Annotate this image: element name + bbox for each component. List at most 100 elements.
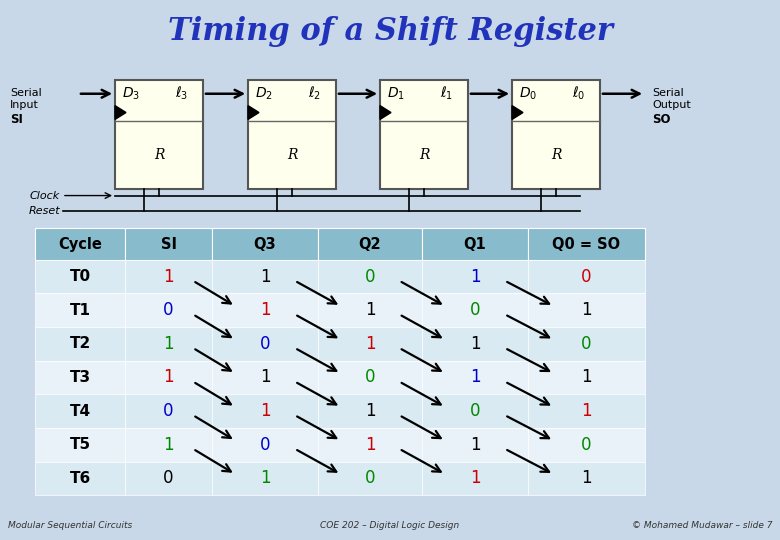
- FancyBboxPatch shape: [212, 361, 318, 394]
- Text: R: R: [154, 148, 165, 162]
- Text: $ℓ_3$: $ℓ_3$: [175, 85, 188, 103]
- Text: 1: 1: [365, 402, 375, 420]
- FancyBboxPatch shape: [318, 228, 422, 260]
- Text: 0: 0: [365, 469, 375, 487]
- Text: 1: 1: [163, 436, 174, 454]
- FancyBboxPatch shape: [422, 293, 528, 327]
- Text: 0: 0: [163, 469, 174, 487]
- FancyBboxPatch shape: [380, 80, 468, 188]
- FancyBboxPatch shape: [528, 428, 645, 462]
- Text: 1: 1: [163, 335, 174, 353]
- Text: Q1: Q1: [463, 237, 487, 252]
- FancyBboxPatch shape: [212, 428, 318, 462]
- Text: Q2: Q2: [359, 237, 381, 252]
- FancyBboxPatch shape: [318, 293, 422, 327]
- Text: Q3: Q3: [254, 237, 276, 252]
- Text: 1: 1: [581, 469, 592, 487]
- Text: 1: 1: [163, 268, 174, 286]
- FancyBboxPatch shape: [318, 394, 422, 428]
- Text: 1: 1: [260, 368, 271, 387]
- FancyBboxPatch shape: [318, 428, 422, 462]
- FancyBboxPatch shape: [422, 260, 528, 293]
- Text: 1: 1: [365, 436, 375, 454]
- Text: SI: SI: [10, 112, 23, 125]
- Text: 1: 1: [260, 268, 271, 286]
- Text: R: R: [551, 148, 562, 162]
- Text: $ℓ_0$: $ℓ_0$: [572, 85, 586, 103]
- FancyBboxPatch shape: [528, 228, 645, 260]
- Text: 0: 0: [365, 368, 375, 387]
- Text: 1: 1: [260, 402, 271, 420]
- Text: 1: 1: [260, 301, 271, 319]
- Text: Serial: Serial: [652, 88, 684, 98]
- FancyBboxPatch shape: [422, 228, 528, 260]
- FancyBboxPatch shape: [422, 394, 528, 428]
- FancyBboxPatch shape: [125, 327, 212, 361]
- Polygon shape: [115, 106, 126, 119]
- Text: 0: 0: [581, 436, 592, 454]
- FancyBboxPatch shape: [35, 394, 125, 428]
- Text: Cycle: Cycle: [58, 237, 102, 252]
- FancyBboxPatch shape: [528, 260, 645, 293]
- FancyBboxPatch shape: [318, 260, 422, 293]
- Text: 1: 1: [581, 368, 592, 387]
- Text: Q0 = SO: Q0 = SO: [552, 237, 621, 252]
- Text: 1: 1: [260, 469, 271, 487]
- FancyBboxPatch shape: [125, 293, 212, 327]
- Text: $D_3$: $D_3$: [122, 85, 140, 102]
- FancyBboxPatch shape: [35, 293, 125, 327]
- FancyBboxPatch shape: [422, 361, 528, 394]
- FancyBboxPatch shape: [512, 80, 600, 188]
- Text: 1: 1: [470, 469, 480, 487]
- Text: SI: SI: [161, 237, 176, 252]
- FancyBboxPatch shape: [212, 293, 318, 327]
- Text: T5: T5: [69, 437, 90, 452]
- FancyBboxPatch shape: [35, 327, 125, 361]
- Text: T0: T0: [69, 269, 90, 284]
- Text: 1: 1: [163, 368, 174, 387]
- Text: T6: T6: [69, 471, 90, 486]
- Text: $D_1$: $D_1$: [387, 85, 405, 102]
- Text: 0: 0: [470, 301, 480, 319]
- Text: 1: 1: [470, 268, 480, 286]
- FancyBboxPatch shape: [318, 361, 422, 394]
- FancyBboxPatch shape: [212, 394, 318, 428]
- FancyBboxPatch shape: [528, 394, 645, 428]
- Text: Reset: Reset: [28, 206, 60, 217]
- FancyBboxPatch shape: [212, 327, 318, 361]
- Text: $D_2$: $D_2$: [255, 85, 273, 102]
- Text: 1: 1: [581, 301, 592, 319]
- Text: R: R: [287, 148, 297, 162]
- Text: 0: 0: [260, 335, 270, 353]
- Text: R: R: [419, 148, 429, 162]
- FancyBboxPatch shape: [35, 260, 125, 293]
- Text: Clock: Clock: [30, 191, 60, 200]
- Text: T4: T4: [69, 403, 90, 418]
- Polygon shape: [248, 106, 259, 119]
- FancyBboxPatch shape: [115, 80, 203, 188]
- FancyBboxPatch shape: [212, 462, 318, 495]
- FancyBboxPatch shape: [125, 428, 212, 462]
- FancyBboxPatch shape: [422, 327, 528, 361]
- FancyBboxPatch shape: [528, 361, 645, 394]
- Text: COE 202 – Digital Logic Design: COE 202 – Digital Logic Design: [321, 522, 459, 530]
- FancyBboxPatch shape: [35, 228, 125, 260]
- FancyBboxPatch shape: [422, 462, 528, 495]
- FancyBboxPatch shape: [318, 327, 422, 361]
- Text: 0: 0: [581, 268, 592, 286]
- Text: 1: 1: [470, 436, 480, 454]
- Text: Output: Output: [652, 100, 691, 110]
- Text: T2: T2: [69, 336, 90, 352]
- FancyBboxPatch shape: [528, 293, 645, 327]
- Text: Input: Input: [10, 100, 39, 110]
- FancyBboxPatch shape: [125, 260, 212, 293]
- FancyBboxPatch shape: [318, 462, 422, 495]
- FancyBboxPatch shape: [125, 228, 212, 260]
- Text: Modular Sequential Circuits: Modular Sequential Circuits: [8, 522, 132, 530]
- FancyBboxPatch shape: [35, 428, 125, 462]
- Text: T1: T1: [69, 303, 90, 318]
- Text: 0: 0: [163, 402, 174, 420]
- Text: $ℓ_2$: $ℓ_2$: [308, 85, 321, 103]
- Text: Timing of a Shift Register: Timing of a Shift Register: [168, 16, 612, 46]
- Text: 1: 1: [365, 335, 375, 353]
